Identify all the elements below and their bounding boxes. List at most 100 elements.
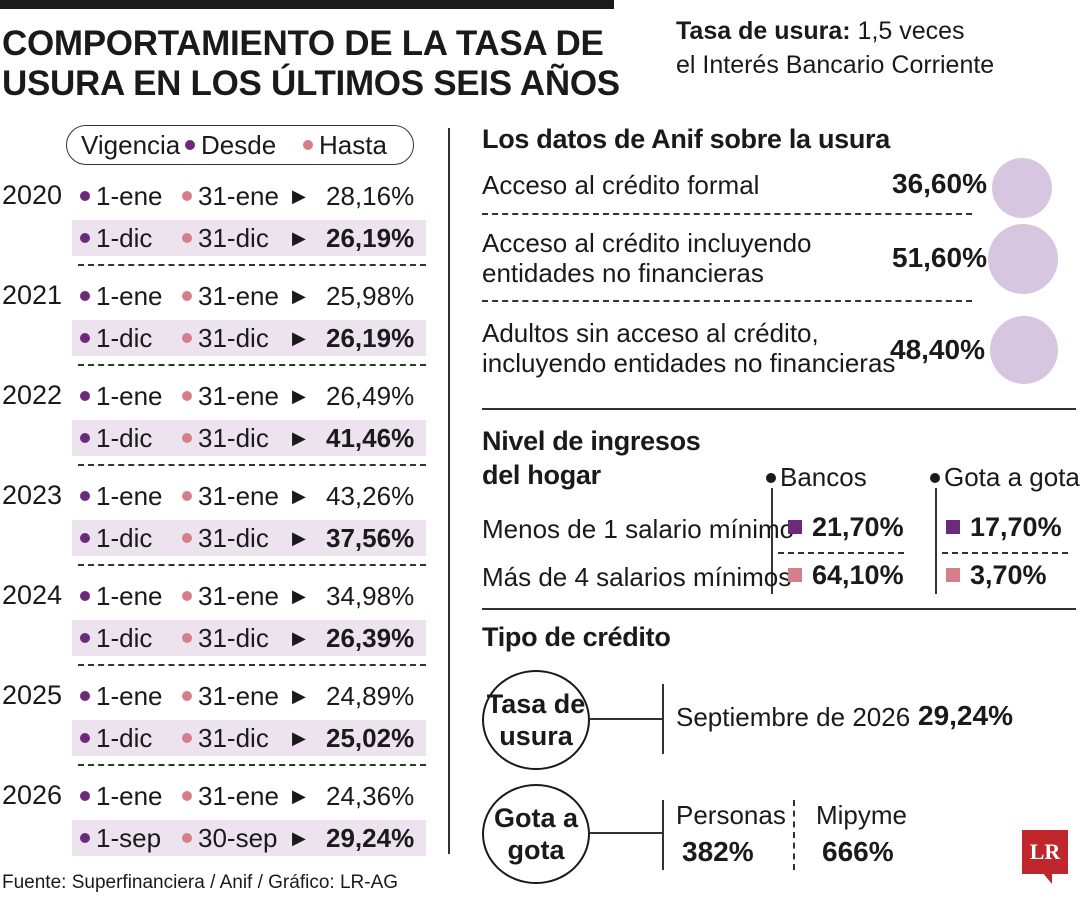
gota-connector: [590, 832, 664, 834]
ingresos-divider-a: [778, 552, 904, 554]
anif-item-3-value: 48,40%: [890, 334, 985, 365]
dot-dark-icon: [80, 491, 90, 502]
ingresos-title-line2: del hogar: [482, 460, 601, 490]
anif-item-3-circle: [990, 316, 1058, 384]
hasta-cell: 31-ene: [182, 778, 279, 814]
desde-cell: 1-ene: [80, 178, 163, 214]
arrow-right-icon: ▶: [292, 486, 306, 506]
tasa-usura-line1: Tasa de: [486, 689, 586, 719]
dot-light-icon: [182, 491, 192, 502]
hasta-value: 31-dic: [198, 423, 269, 453]
rate-value: 41,46%: [326, 423, 415, 453]
anif-item-2-circle: [988, 224, 1058, 294]
arrow-right-icon: ▶: [292, 228, 306, 248]
hasta-cell: 31-dic: [182, 420, 269, 456]
desde-value: 1-ene: [96, 781, 163, 811]
desde-value: 1-dic: [96, 723, 153, 753]
table-row: 1-dic 31-dic ▶ 26,19%: [72, 220, 426, 256]
ingresos-row-2-gota: 3,70%: [946, 560, 1047, 591]
anif-item-3-label: Adultos sin acceso al crédito, incluyend…: [482, 318, 895, 378]
desde-cell: 1-dic: [80, 320, 152, 356]
ingresos-row-2-bancos: 64,10%: [788, 560, 904, 591]
ingresos-row-2-label: Más de 4 salarios mínimos: [482, 562, 792, 592]
arrow-right-icon: ▶: [292, 828, 306, 848]
tasa-usura-oval: Tasa de usura: [482, 670, 590, 770]
dot-dark-icon: [80, 191, 90, 202]
arrow-right-icon: ▶: [292, 728, 306, 748]
square-dark-icon: [788, 519, 802, 534]
rate-value: 25,98%: [326, 281, 415, 311]
gota-line2: gota: [507, 835, 565, 865]
dot-light-icon: [182, 291, 192, 302]
hasta-value: 31-dic: [198, 523, 269, 553]
dot-light-icon: [182, 233, 192, 244]
center-divider: [448, 128, 450, 854]
ingresos-row-1-label: Menos de 1 salario mínimo: [482, 514, 795, 544]
ingresos-row-1-bancos: 21,70%: [788, 512, 904, 543]
title-line-1: COMPORTAMIENTO DE LA TASA DE: [2, 24, 604, 63]
arrow-right-icon: ▶: [292, 586, 306, 606]
rate-value: 25,02%: [326, 723, 415, 753]
year-label: 2022: [2, 380, 63, 410]
subtitle: Tasa de usura: 1,5 veces el Interés Banc…: [676, 14, 1076, 82]
hasta-value: 31-ene: [198, 181, 279, 211]
rate-value: 24,89%: [326, 681, 415, 711]
hasta-cell: 31-dic: [182, 720, 269, 756]
year-label: 2025: [2, 680, 63, 710]
desde-cell: 1-ene: [80, 378, 163, 414]
desde-cell: 1-dic: [80, 420, 152, 456]
square-light-icon: [788, 567, 802, 582]
year-label: 2024: [2, 580, 63, 610]
arrow-right-icon: ▶: [292, 386, 306, 406]
legend-desde-label: Desde: [201, 130, 277, 160]
gota-a-gota-oval: Gota a gota: [482, 784, 590, 884]
ingresos-row-1-gota-value: 17,70%: [970, 512, 1062, 542]
table-row: 1-dic 31-dic ▶ 26,39%: [72, 620, 426, 656]
desde-cell: 1-ene: [80, 578, 163, 614]
table-row: 1-ene 31-ene ▶ 43,26%: [72, 478, 426, 514]
dot-dark-icon: [80, 733, 90, 744]
year-label: 2023: [2, 480, 63, 510]
anif-title: Los datos de Anif sobre la usura: [482, 124, 890, 154]
anif-item-1-label: Acceso al crédito formal: [482, 170, 760, 200]
dot-light-icon: [182, 391, 192, 402]
desde-cell: 1-sep: [80, 820, 161, 856]
anif-item-1-value: 36,60%: [892, 168, 987, 199]
dot-light-icon: [182, 633, 192, 644]
dot-light-icon: [182, 591, 192, 602]
dot-dark-icon: [80, 291, 90, 302]
dot-light-icon: [182, 791, 192, 802]
hasta-cell: 30-sep: [182, 820, 278, 856]
anif-item-2-value: 51,60%: [892, 242, 987, 273]
legend: Vigencia Desde Hasta: [66, 125, 414, 165]
rate-value: 26,49%: [326, 381, 415, 411]
dot-dark-icon: [80, 533, 90, 544]
col-gota: Gota a gota: [930, 462, 1080, 492]
ingresos-title-line1: Nivel de ingresos: [482, 426, 701, 456]
gota-bracket: [662, 800, 664, 870]
rate-value: 28,16%: [326, 181, 415, 211]
arrow-right-icon: ▶: [292, 286, 306, 306]
desde-cell: 1-ene: [80, 678, 163, 714]
table-row: 1-ene 31-ene ▶ 34,98%: [72, 578, 426, 614]
rate-value: 26,19%: [326, 223, 415, 253]
dot-dark-icon: [185, 140, 195, 151]
ingresos-row-1-gota: 17,70%: [946, 512, 1062, 543]
hasta-value: 31-dic: [198, 223, 269, 253]
year-divider: [78, 464, 426, 466]
year-label: 2020: [2, 180, 63, 210]
dot-light-icon: [303, 140, 313, 151]
tasa-usura-line2: usura: [499, 721, 573, 751]
rate-value: 34,98%: [326, 581, 415, 611]
arrow-right-icon: ▶: [292, 628, 306, 648]
hasta-cell: 31-dic: [182, 520, 269, 556]
arrow-right-icon: ▶: [292, 428, 306, 448]
year-divider: [78, 364, 426, 366]
mipyme-value: 666%: [822, 836, 894, 867]
col-bancos-line: [771, 488, 773, 594]
table-row: 1-ene 31-ene ▶ 25,98%: [72, 278, 426, 314]
desde-value: 1-dic: [96, 223, 153, 253]
hasta-cell: 31-ene: [182, 678, 279, 714]
dot-light-icon: [182, 333, 192, 344]
subtitle-bold: Tasa de usura:: [676, 17, 851, 45]
